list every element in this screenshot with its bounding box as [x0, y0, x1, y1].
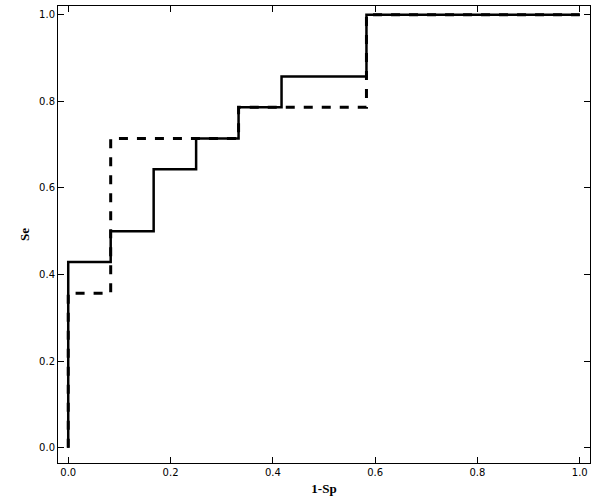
svg-text:0.0: 0.0 — [39, 442, 55, 453]
svg-text:0.2: 0.2 — [163, 467, 179, 478]
svg-text:0.4: 0.4 — [39, 269, 55, 280]
svg-text:1.0: 1.0 — [39, 9, 55, 20]
svg-text:1.0: 1.0 — [572, 467, 588, 478]
svg-text:0.2: 0.2 — [39, 356, 55, 367]
svg-text:0.4: 0.4 — [265, 467, 281, 478]
svg-text:0.8: 0.8 — [470, 467, 486, 478]
svg-text:Se: Se — [17, 228, 32, 241]
svg-text:0.8: 0.8 — [39, 96, 55, 107]
svg-text:1-Sp: 1-Sp — [311, 481, 336, 496]
svg-text:0.6: 0.6 — [39, 182, 55, 193]
svg-text:0.0: 0.0 — [60, 467, 76, 478]
svg-text:0.6: 0.6 — [367, 467, 383, 478]
